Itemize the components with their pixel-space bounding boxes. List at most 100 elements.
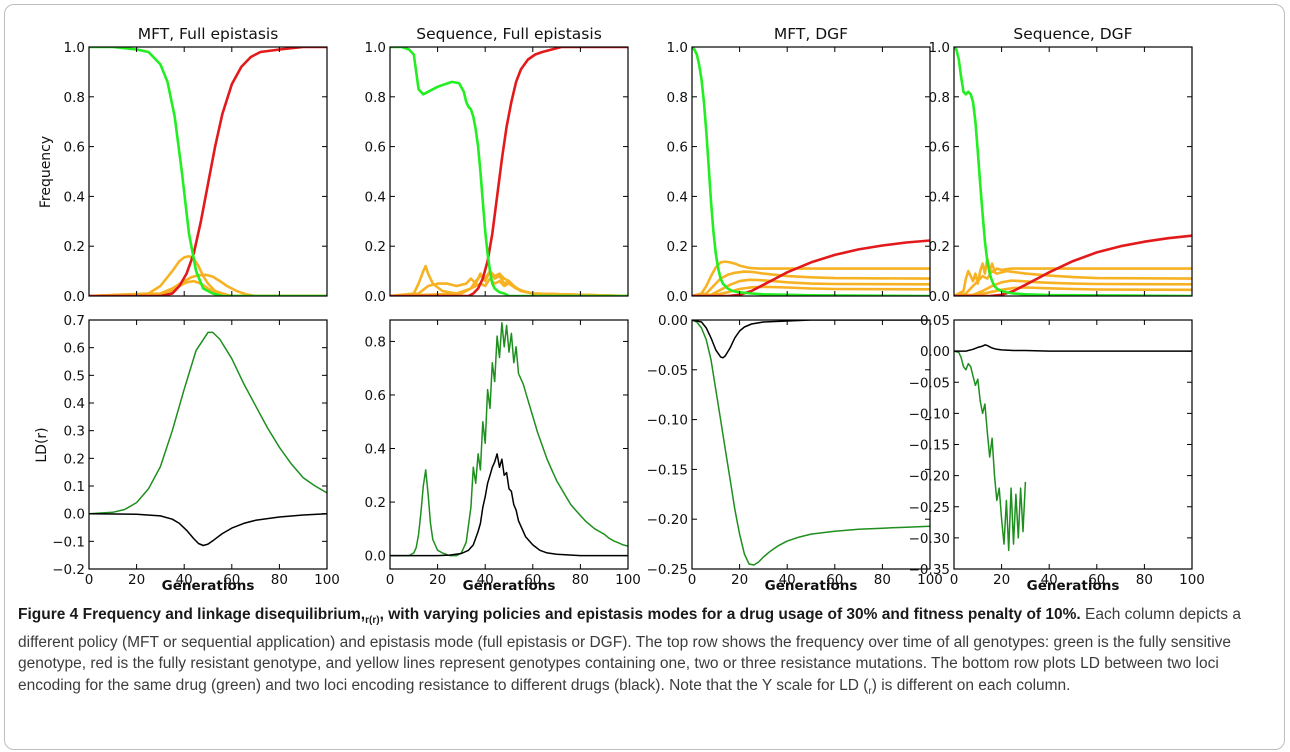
series-group: [692, 47, 930, 296]
series-line-ld-same-drug-1: [390, 321, 628, 557]
plot-area: [89, 320, 327, 569]
plot-frame: [389, 319, 629, 570]
y-tick-label: 0.7: [64, 313, 85, 329]
y-tick-label: −0.20: [647, 512, 688, 528]
panel-title: MFT, DGF: [774, 25, 848, 43]
series-group: [954, 47, 1192, 296]
y-tick-label: 0.0: [667, 289, 688, 305]
plot-frame: [953, 46, 1193, 297]
x-tick-label: 0: [386, 572, 395, 588]
series-group: [89, 47, 327, 296]
series-line-resistant-2: [390, 47, 628, 296]
y-tick-label: −0.20: [909, 469, 950, 485]
y-tick-label: 0.05: [920, 313, 950, 329]
plot-area: [692, 47, 930, 296]
y-tick-label: 1.0: [667, 40, 688, 56]
y-tick-label: 0.8: [365, 90, 386, 106]
plot-area: [954, 47, 1192, 296]
y-tick-label: 0.8: [365, 334, 386, 350]
plot-frame: [691, 46, 931, 297]
caption-title-b: , with varying policies and epistasis mo…: [379, 606, 1081, 623]
y-tick-label: 0.2: [365, 239, 386, 255]
plot-frame: [88, 319, 328, 570]
y-tick-label: 0.00: [920, 344, 950, 360]
y-tick-label: −0.30: [909, 531, 950, 547]
plot-area: [89, 47, 327, 296]
y-axis-label-ld: LD(r): [34, 427, 50, 462]
panel-1: 0.0 0.2 0.4 0.6 0.8 1.0 MFT, Full epistasis: [64, 25, 328, 305]
y-tick-label: 0.8: [929, 90, 950, 106]
series-line-intermediate-3: [954, 257, 1192, 296]
series-line-ld-same-drug-1: [692, 320, 930, 566]
x-axis-label: Generations: [765, 578, 858, 594]
y-tick-label: 0.6: [365, 388, 386, 404]
y-tick-label: 0.0: [365, 549, 386, 565]
x-tick-label: 20: [993, 572, 1010, 588]
y-tick-label: 0.2: [667, 239, 688, 255]
x-tick-label: 100: [917, 572, 943, 588]
caption-label: Figure 4: [18, 606, 79, 623]
x-axis-label: Generations: [1027, 578, 1120, 594]
series-line-sensitive-1: [390, 47, 628, 296]
caption-title-subscript: r(r): [365, 615, 380, 627]
panel-7: −0.25 −0.20 −0.15 −0.10 −0.05 0.00 0 20 40 60 80 10…: [647, 313, 943, 594]
x-tick-label: 40: [1041, 572, 1058, 588]
panel-3: 0.0 0.2 0.4 0.6 0.8 1.0 MFT, DGF: [667, 25, 931, 305]
y-tick-label: 0.6: [64, 341, 85, 357]
figure-caption: Figure 4 Frequency and linkage disequili…: [18, 604, 1274, 702]
y-tick-label: 0.0: [64, 289, 85, 305]
panel-8: −0.35 −0.30 −0.25 −0.20 −0.15 −0.10 −0.05 0.00 0…: [909, 313, 1205, 594]
y-tick-label: −0.15: [909, 438, 950, 454]
x-tick-label: 100: [1179, 572, 1205, 588]
series-group: [390, 47, 628, 296]
x-tick-label: 20: [429, 572, 446, 588]
plot-frame: [88, 46, 328, 297]
y-tick-label: 1.0: [929, 40, 950, 56]
series-line-intermediate-3: [692, 260, 930, 296]
plot-area: [954, 320, 1192, 569]
y-tick-label: −0.05: [647, 363, 688, 379]
x-tick-label: 0: [688, 572, 697, 588]
x-tick-label: 20: [128, 572, 145, 588]
series-line-sensitive-1: [89, 47, 327, 296]
series-group: [390, 321, 628, 557]
y-tick-label: 0.4: [667, 189, 688, 205]
plot-area: [390, 47, 628, 296]
caption-body: Each column depicts a different policy (…: [18, 606, 1241, 694]
plot-area: [390, 320, 628, 569]
y-tick-label: 1.0: [64, 40, 85, 56]
figure-frame: [4, 4, 1285, 750]
y-tick-label: 0.2: [64, 239, 85, 255]
y-tick-label: 0.4: [365, 442, 386, 458]
series-line-intermediate-4: [89, 273, 327, 296]
x-tick-label: 60: [1088, 572, 1105, 588]
series-line-ld-different-drugs-2: [692, 320, 930, 359]
y-tick-label: −0.10: [647, 413, 688, 429]
y-tick-label: −0.15: [647, 462, 688, 478]
x-tick-label: 0: [85, 572, 94, 588]
series-group: [954, 344, 1192, 552]
y-tick-label: −0.05: [909, 375, 950, 391]
plot-frame: [691, 319, 931, 570]
x-tick-label: 20: [731, 572, 748, 588]
y-tick-label: 0.5: [64, 368, 85, 384]
y-tick-label: 0.6: [365, 140, 386, 156]
y-tick-label: 0.2: [929, 239, 950, 255]
panel-6: 0.0 0.2 0.4 0.6 0.8 0 20 40 60 80 100 Generations: [365, 319, 641, 594]
caption-body-subscript: r: [868, 685, 872, 697]
series-line-resistant-2: [89, 47, 327, 296]
y-tick-label: 0.8: [667, 90, 688, 106]
y-tick-label: 0.0: [365, 289, 386, 305]
panel-4: 0.0 0.2 0.4 0.6 0.8 1.0 Sequence, DGF: [929, 25, 1193, 305]
caption-body-end: ) is different on each column.: [871, 676, 1071, 694]
y-tick-label: 0.2: [365, 495, 386, 511]
y-tick-label: 0.2: [64, 451, 85, 467]
x-tick-label: 60: [826, 572, 843, 588]
panel-2: 0.0 0.2 0.4 0.6 0.8 1.0 Sequence, Full epistas…: [365, 25, 629, 305]
x-tick-label: 80: [874, 572, 891, 588]
y-tick-label: 0.3: [64, 424, 85, 440]
y-tick-label: 0.6: [64, 140, 85, 156]
y-tick-label: 0.4: [929, 189, 950, 205]
panel-title: Sequence, Full epistasis: [416, 25, 602, 43]
